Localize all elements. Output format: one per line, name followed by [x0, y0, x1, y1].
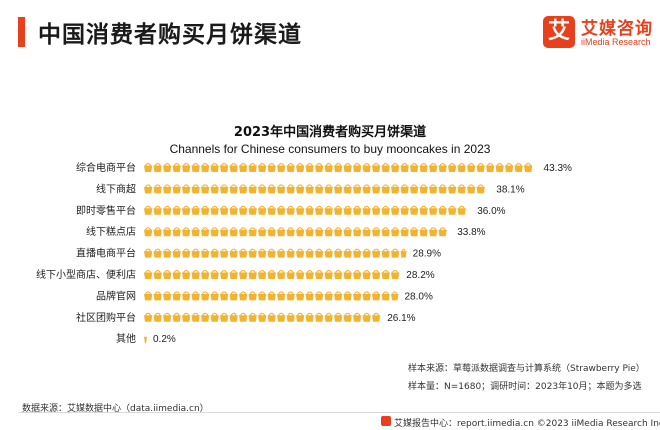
value-label: 28.2% [406, 270, 434, 281]
bar [144, 163, 533, 172]
bar [144, 291, 399, 301]
logo-mark-icon: 艾 [543, 16, 575, 48]
category-label: 综合电商平台 [76, 161, 136, 174]
category-label: 直播电商平台 [76, 247, 136, 260]
logo-english-name: iiMedia Research [581, 37, 651, 47]
category-label: 社区团购平台 [76, 311, 136, 324]
value-label: 43.3% [544, 163, 572, 174]
bar [144, 205, 466, 215]
chart-title: 2023年中国消费者购买月饼渠道 [233, 125, 427, 140]
bar [144, 248, 407, 258]
footer-text: 艾媒报告中心：report.iimedia.cn ©2023 iiMedia R… [394, 419, 660, 429]
brand-logo: 艾 艾媒咨询 iiMedia Research [543, 14, 653, 54]
bar [144, 184, 485, 194]
header: 中国消费者购买月饼渠道 艾 艾媒咨询 iiMedia Research [0, 0, 660, 66]
category-label: 即时零售平台 [76, 204, 136, 217]
value-label: 26.1% [387, 313, 415, 324]
report-center-icon [381, 416, 391, 426]
value-label: 38.1% [496, 184, 524, 195]
category-label: 线下小型商店、便利店 [36, 268, 136, 281]
bar-chart: 综合电商平台 43.3% 线下商超 38.1% 即时零售平台 36.0% 线下糕点店 33.8… [36, 161, 572, 345]
title-accent-bar [18, 17, 25, 47]
logo-name: 艾媒咨询 [581, 19, 653, 39]
sample-size-note: 样本量：N=1680；调研时间：2023年10月；本题为多选 [408, 382, 642, 392]
value-label: 28.9% [413, 249, 441, 260]
bar [144, 312, 381, 322]
bar [144, 270, 400, 279]
bar [144, 336, 147, 344]
chart-subtitle: Channels for Chinese consumers to buy mo… [169, 142, 491, 156]
category-label: 线下糕点店 [86, 225, 136, 238]
data-source-note: 数据来源：艾媒数据中心（data.iimedia.cn） [22, 404, 209, 414]
page-title: 中国消费者购买月饼渠道 [38, 22, 302, 48]
value-label: 28.0% [404, 291, 432, 302]
value-label: 36.0% [477, 206, 505, 217]
sample-source-note: 样本来源：草莓派数据调查与计算系统（Strawberry Pie） [408, 364, 645, 374]
category-label: 品牌官网 [96, 289, 136, 302]
value-label: 33.8% [457, 227, 485, 238]
footer-divider [18, 412, 660, 413]
bar [144, 227, 447, 237]
category-label: 其他 [116, 332, 136, 345]
category-label: 线下商超 [96, 182, 136, 195]
value-label: 0.2% [153, 334, 176, 345]
